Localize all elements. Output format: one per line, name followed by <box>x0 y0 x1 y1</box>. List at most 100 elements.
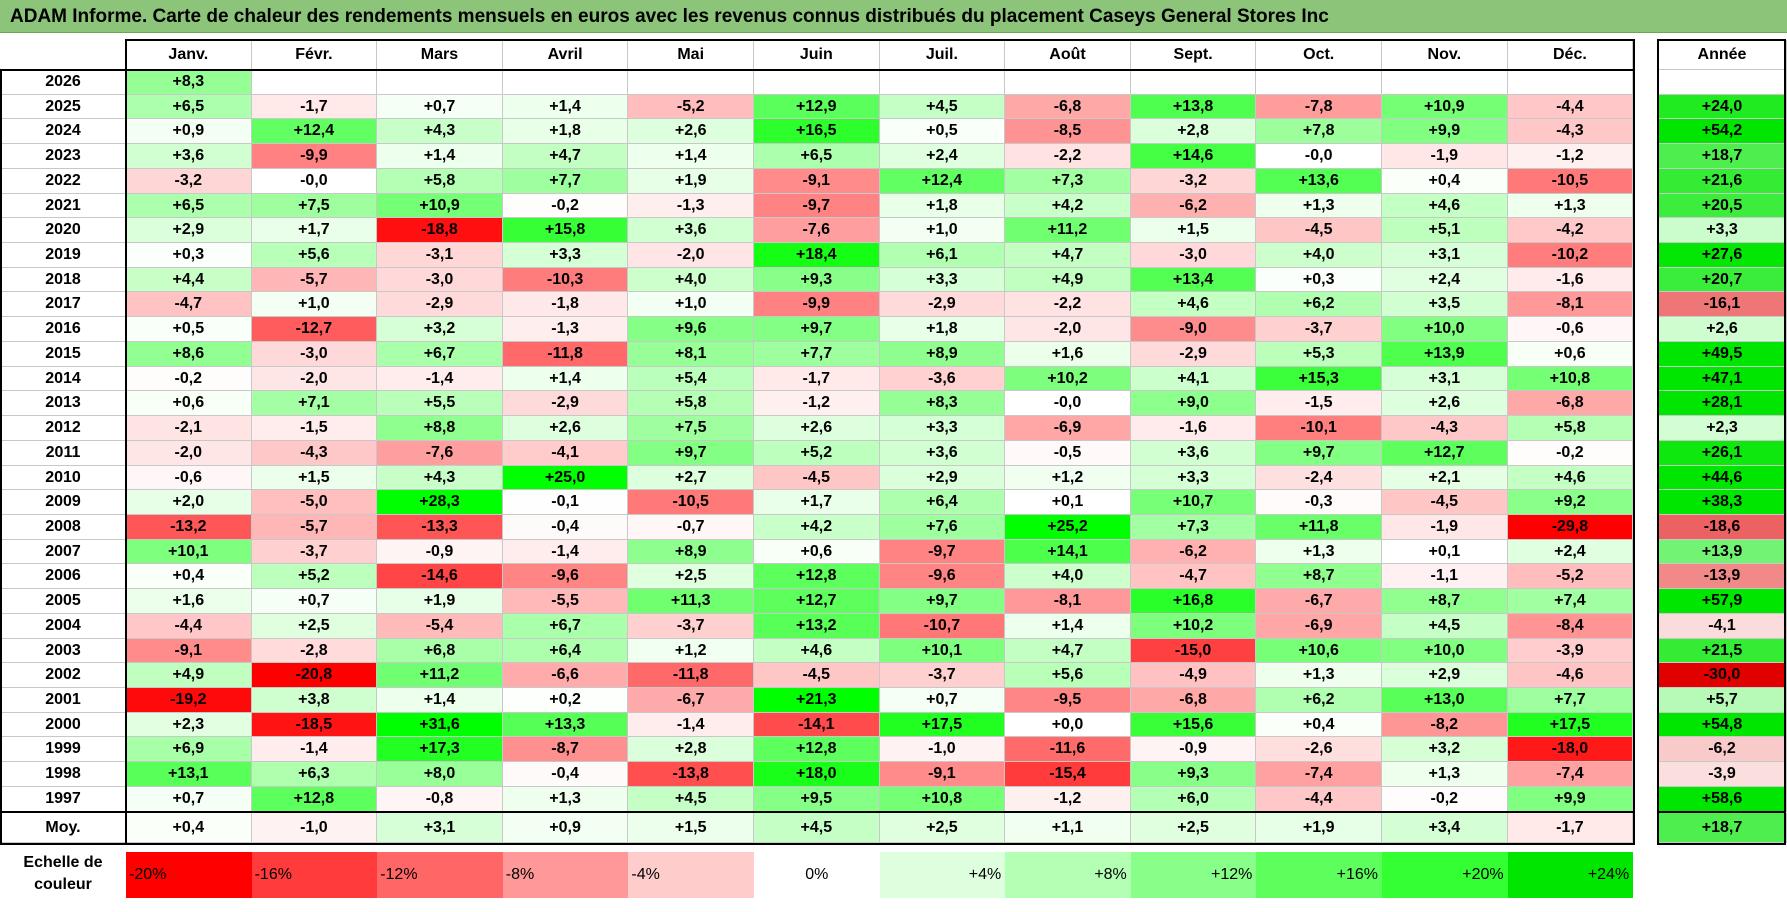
heatmap-cell: -1,2 <box>1005 786 1131 812</box>
heatmap-cell: -0,2 <box>502 193 629 219</box>
heatmap-cell: +4,6 <box>1507 465 1634 491</box>
month-header: Mars <box>377 40 503 70</box>
heatmap-cell: +3,1 <box>1382 366 1508 392</box>
heatmap-cell: +1,4 <box>377 144 503 169</box>
heatmap-cell: +1,3 <box>1256 193 1382 219</box>
heatmap-cell: -1,0 <box>879 737 1006 763</box>
heatmap-cell: -6,9 <box>1005 416 1131 441</box>
average-cell: +1,5 <box>628 812 754 843</box>
year-label: 2014 <box>0 366 126 392</box>
heatmap-cell: +7,7 <box>754 341 880 367</box>
heatmap-cell: -2,8 <box>251 638 378 664</box>
heatmap-cell: +1,2 <box>1005 465 1131 491</box>
heatmap-cell: +6,1 <box>879 243 1006 268</box>
heatmap-cell: -0,2 <box>1507 440 1634 466</box>
heatmap-cell: -0,9 <box>377 539 503 565</box>
heatmap-cell: -4,4 <box>1507 94 1634 120</box>
heatmap-cell: +0,3 <box>1256 267 1382 293</box>
heatmap-cell: -3,7 <box>1256 317 1382 342</box>
heatmap-cell: +2,4 <box>879 144 1006 169</box>
heatmap-cell: -0,8 <box>377 786 503 812</box>
heatmap-cell: +6,5 <box>754 144 880 169</box>
heatmap-cell: +0,5 <box>879 119 1006 145</box>
heatmap-cell: -3,2 <box>1130 168 1257 194</box>
heatmap-cell: +1,0 <box>251 292 378 318</box>
heatmap-cell: -6,8 <box>1130 688 1257 713</box>
heatmap-cell: +12,8 <box>754 564 880 590</box>
heatmap-cell: +10,2 <box>1130 613 1257 639</box>
heatmap-cell: +9,3 <box>1130 762 1257 787</box>
scale-stop: -12% <box>377 852 503 898</box>
heatmap-cell: +9,9 <box>1507 786 1634 812</box>
heatmap-cell: +1,6 <box>126 589 252 614</box>
heatmap-cell: +1,5 <box>1130 218 1257 244</box>
heatmap-cell: +6,2 <box>1256 292 1382 318</box>
heatmap-cell: +5,2 <box>754 440 880 466</box>
heatmap-cell: +16,5 <box>754 119 880 145</box>
month-header: Nov. <box>1382 40 1508 70</box>
heatmap-cell: +10,1 <box>126 539 252 565</box>
heatmap-cell: -0,4 <box>502 762 629 787</box>
heatmap-cell: +2,9 <box>126 218 252 244</box>
heatmap-cell: +3,3 <box>502 243 629 268</box>
heatmap-cell <box>1005 70 1131 95</box>
heatmap-cell: -20,8 <box>251 663 378 688</box>
heatmap-cell: +7,3 <box>1130 514 1257 540</box>
heatmap-cell: -7,4 <box>1507 762 1634 787</box>
scale-stop: -4% <box>628 852 754 898</box>
heatmap-cell: +0,6 <box>754 539 880 565</box>
heatmap-cell: -5,0 <box>251 490 378 515</box>
year-label: 2003 <box>0 638 126 664</box>
heatmap-cell: +12,8 <box>754 737 880 763</box>
heatmap-cell: -9,0 <box>1130 317 1257 342</box>
heatmap-cell: -4,5 <box>1382 490 1508 515</box>
heatmap-cell: -4,4 <box>1256 786 1382 812</box>
annual-cell: -13,9 <box>1658 564 1787 590</box>
heatmap-cell: -1,4 <box>251 737 378 763</box>
heatmap-cell: +5,1 <box>1382 218 1508 244</box>
heatmap-cell: +0,4 <box>126 564 252 590</box>
annual-header: Année <box>1658 40 1787 70</box>
heatmap-cell: -3,2 <box>126 168 252 194</box>
heatmap-cell: +9,5 <box>754 786 880 812</box>
heatmap-cell: +0,7 <box>377 94 503 120</box>
heatmap-cell: +4,5 <box>879 94 1006 120</box>
month-header: Févr. <box>251 40 378 70</box>
heatmap-cell: +12,7 <box>1382 440 1508 466</box>
heatmap-cell: +10,1 <box>879 638 1006 664</box>
heatmap-cell: -0,6 <box>126 465 252 491</box>
heatmap-cell: +6,7 <box>377 341 503 367</box>
heatmap-cell: +1,0 <box>628 292 754 318</box>
heatmap-cell: +2,3 <box>126 712 252 738</box>
heatmap-cell: +1,8 <box>879 193 1006 219</box>
heatmap-cell: +1,6 <box>1005 341 1131 367</box>
heatmap-cell <box>377 70 503 95</box>
heatmap-cell: -8,5 <box>1005 119 1131 145</box>
heatmap-cell: +6,2 <box>1256 688 1382 713</box>
year-label: 2007 <box>0 539 126 565</box>
heatmap-cell: +8,3 <box>879 391 1006 417</box>
heatmap-cell: -3,0 <box>1130 243 1257 268</box>
heatmap-cell: -0,3 <box>1256 490 1382 515</box>
heatmap-cell: -3,1 <box>377 243 503 268</box>
heatmap-cell: +13,1 <box>126 762 252 787</box>
heatmap-cell: +6,3 <box>251 762 378 787</box>
heatmap-cell: +12,8 <box>251 786 378 812</box>
heatmap-cell: +18,0 <box>754 762 880 787</box>
average-cell: +3,4 <box>1382 812 1508 843</box>
heatmap-cell: -11,8 <box>502 341 629 367</box>
heatmap-cell: -2,9 <box>377 292 503 318</box>
heatmap-cell <box>1507 70 1634 95</box>
heatmap-cell: -5,5 <box>502 589 629 614</box>
month-header: Juil. <box>879 40 1006 70</box>
annual-cell: +18,7 <box>1658 144 1787 169</box>
heatmap-cell: -4,5 <box>754 663 880 688</box>
heatmap-cell: +7,5 <box>251 193 378 219</box>
year-label: 2019 <box>0 243 126 268</box>
heatmap-cell: -13,2 <box>126 514 252 540</box>
heatmap-cell: +7,6 <box>879 514 1006 540</box>
heatmap-cell: +10,9 <box>377 193 503 219</box>
month-header: Sept. <box>1130 40 1257 70</box>
heatmap-cell: +2,6 <box>628 119 754 145</box>
annual-cell: +13,9 <box>1658 539 1787 565</box>
